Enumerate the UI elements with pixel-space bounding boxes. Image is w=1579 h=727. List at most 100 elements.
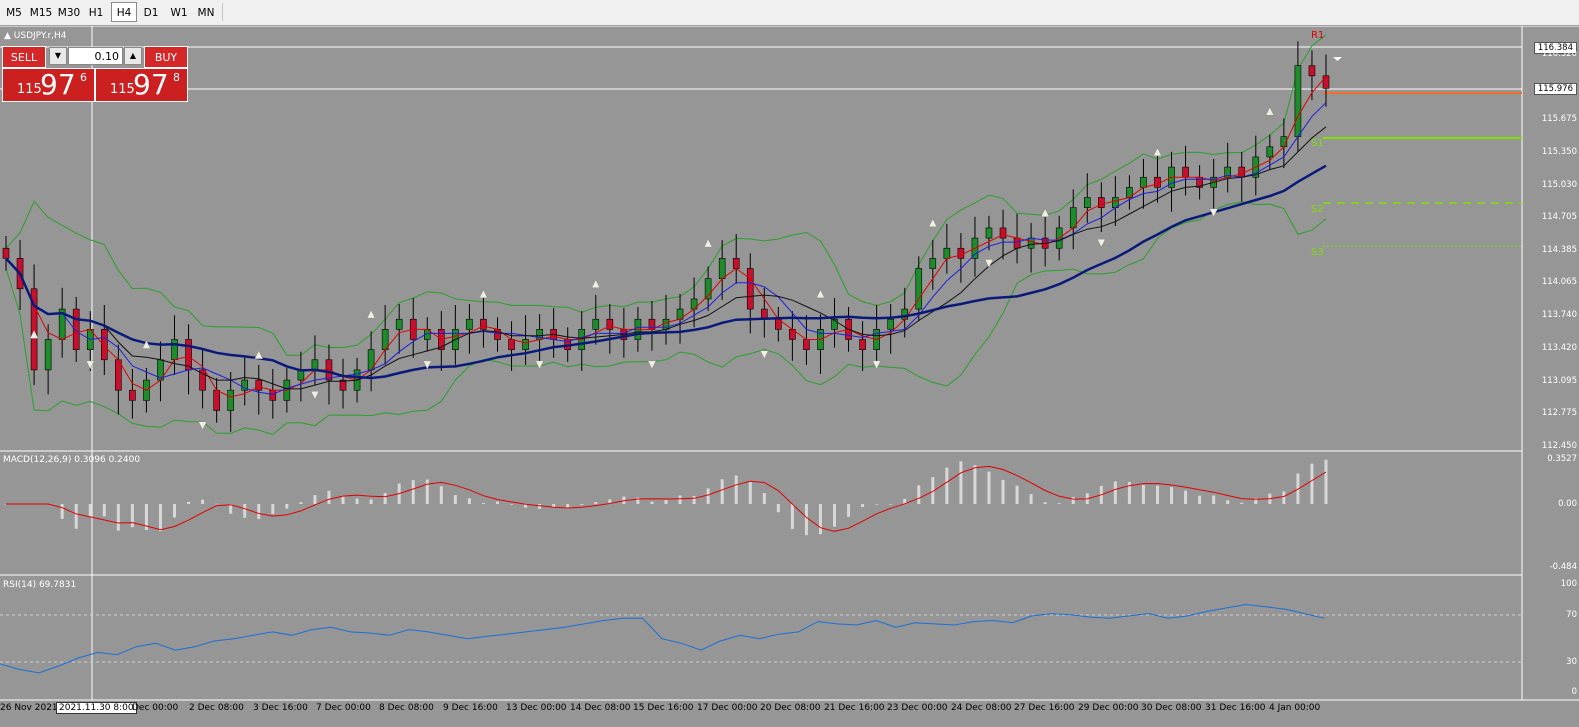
price-label: 114.065 [1541,277,1577,287]
candle-body [1140,176,1147,188]
candle-body [72,308,80,350]
candle-body [859,339,866,350]
price-label: 113.740 [1541,310,1577,320]
time-label: 17 Dec 00:00 [697,703,758,713]
time-label: 2 Dec 08:00 [189,703,244,713]
price-label-high: 116.384 [1533,42,1577,54]
fractal-up-icon [479,289,488,299]
macd-histogram-bar [144,504,148,530]
macd-histogram-bar [1212,495,1216,504]
timeframe-m15-button[interactable]: M15 [29,7,53,19]
timeframe-w1-button[interactable]: W1 [170,7,188,19]
sell-price-box[interactable]: 115 97 6 [2,68,95,102]
candle-body [929,258,937,269]
candle-body [255,379,263,391]
timeframe-mn-button[interactable]: MN [197,7,215,19]
timeframe-m30-button[interactable]: M30 [57,7,81,19]
macd-histogram-bar [594,502,598,504]
macd-histogram-bar [229,504,233,514]
price-label: 112.775 [1541,408,1577,418]
time-label: 7 Dec 00:00 [316,703,371,713]
fractal-down-icon [1096,238,1106,248]
candle-body [803,339,810,350]
macd-histogram-bar [201,499,205,504]
macd-histogram-bar [678,495,682,504]
macd-histogram-bar [720,479,724,504]
candle-body [592,318,600,330]
buy-price-box[interactable]: 115 97 8 [95,68,188,102]
sma-slow-line [5,126,1327,390]
lot-decrease-button[interactable]: ▼ [49,47,67,65]
macd-histogram-bar [116,504,120,531]
macd-histogram-bar [369,499,373,504]
macd-histogram-bar [439,486,443,504]
time-label: 21 Dec 16:00 [824,703,885,713]
timeframe-h1-button[interactable]: H1 [88,7,104,19]
macd-histogram-bar [1127,482,1131,504]
candle-body [1322,75,1330,89]
lot-size-input[interactable] [68,47,123,65]
sell-button[interactable]: SELL [2,46,46,68]
fractal-down-icon [85,360,95,370]
macd-title: MACD(12,26,9) 0.3096 0.2400 [3,455,141,465]
candle-body [508,339,515,350]
fractal-up-icon [366,309,376,319]
collapse-arrow-icon[interactable]: ▲ [4,31,11,41]
macd-histogram-bar [173,504,177,518]
candle-body [2,247,10,259]
macd-histogram-bar [847,504,851,517]
price-label: 113.420 [1541,343,1577,353]
macd-histogram-bar [931,477,935,504]
price-label: 115.350 [1541,147,1577,157]
time-label: 9 Dec 16:00 [443,703,498,713]
timeframe-m5-button[interactable]: M5 [6,7,22,19]
fractal-down-icon [759,350,769,360]
candle-body [1308,65,1316,77]
time-label: 20 Dec 08:00 [760,703,821,713]
price-chart[interactable] [0,26,1579,727]
sma-long-line [5,164,1327,380]
fractal-down-icon [1209,208,1219,218]
candle-body [480,318,487,330]
candle-body [1294,65,1302,137]
macd-signal-line [6,465,1327,532]
candle-body [1182,166,1189,178]
macd-histogram-bar [973,465,977,504]
fractal-down-icon [872,360,882,370]
lot-increase-button[interactable]: ▲ [124,47,142,65]
time-label: 31 Dec 16:00 [1205,703,1266,713]
macd-histogram-bar [327,490,331,504]
fractal-down-icon [647,360,657,370]
candle-body [213,389,220,411]
timeframe-h4-button[interactable]: H4 [111,2,137,22]
macd-histogram-bar [1254,498,1258,504]
time-label: 29 Dec 00:00 [1078,703,1139,713]
macd-histogram-bar [804,504,808,536]
macd-histogram-bar [566,504,570,508]
fractal-up-icon [142,340,151,349]
macd-histogram-bar [833,504,837,527]
macd-histogram-bar [1198,495,1202,504]
candle-body [129,389,136,401]
macd-histogram-bar [608,499,612,504]
candle-body [269,389,277,401]
buy-button[interactable]: BUY [144,46,188,68]
macd-histogram-bar [1226,500,1230,504]
fractal-up-icon [703,238,713,248]
macd-histogram-bar [453,495,457,504]
chart-title: ▲ USDJPY.r,H4 [4,31,67,41]
timeframe-d1-button[interactable]: D1 [143,7,159,19]
macd-histogram-bar [790,504,794,530]
pivot-s3-label: S3 [1311,247,1324,258]
ema-mid-line [5,102,1327,395]
candle-body [171,339,178,361]
macd-histogram-bar [313,495,317,504]
macd-histogram-bar [945,467,949,504]
price-label-current: 115.976 [1533,83,1577,95]
macd-histogram-bar [776,504,780,513]
macd-histogram-bar [762,493,766,504]
macd-histogram-bar [1170,487,1174,504]
macd-histogram-bar [158,504,162,532]
time-label-crosshair: 2021.11.30 8:00 [56,702,137,714]
macd-histogram-bar [1113,481,1117,504]
